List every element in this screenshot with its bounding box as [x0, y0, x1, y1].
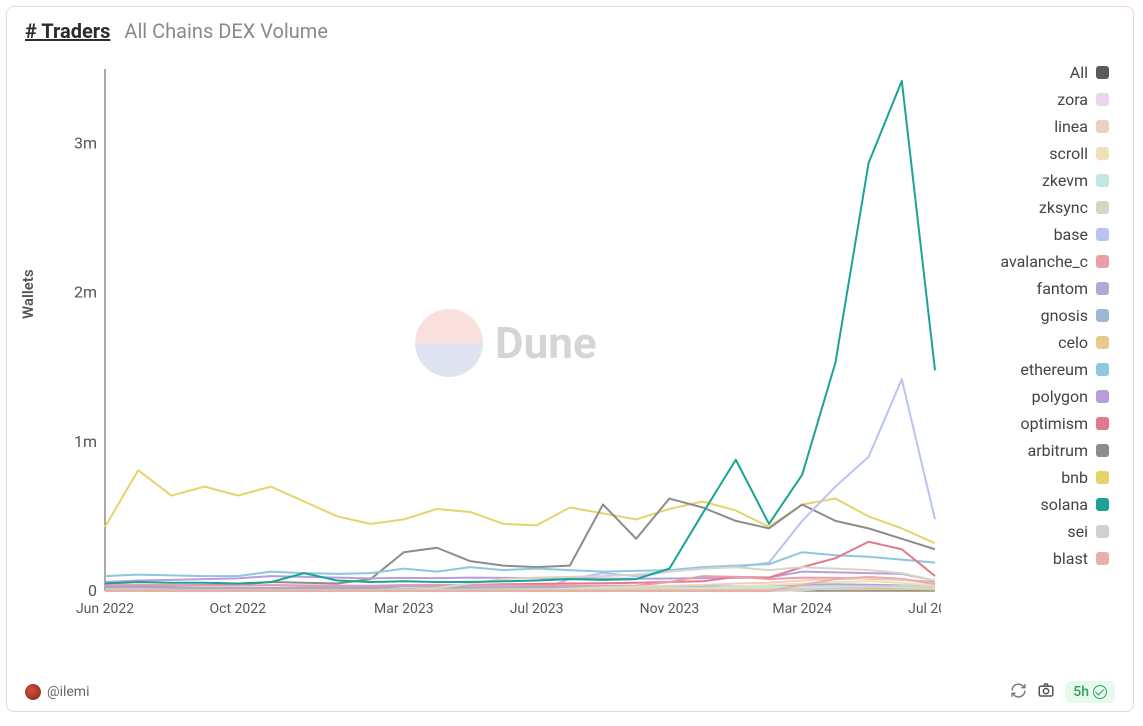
legend-swatch: [1096, 201, 1109, 214]
svg-text:3m: 3m: [74, 134, 97, 153]
legend-label: sei: [1067, 522, 1088, 541]
card-header: # Traders All Chains DEX Volume: [7, 7, 1133, 47]
legend-item[interactable]: arbitrum: [961, 437, 1115, 464]
legend-label: zkevm: [1042, 171, 1088, 190]
legend-label: celo: [1058, 333, 1088, 352]
avatar: [25, 684, 41, 700]
legend-label: avalanche_c: [1000, 252, 1088, 271]
svg-text:2m: 2m: [74, 283, 97, 302]
legend-swatch: [1096, 471, 1109, 484]
refresh-age: 5h: [1073, 684, 1089, 700]
y-axis-label: Wallets: [19, 269, 37, 319]
legend-swatch: [1096, 552, 1109, 565]
legend-swatch: [1096, 93, 1109, 106]
legend-label: linea: [1054, 117, 1088, 136]
refresh-icon[interactable]: [1010, 682, 1027, 703]
chart-subtitle: All Chains DEX Volume: [124, 19, 328, 43]
legend-label: bnb: [1061, 468, 1088, 487]
footer-actions: 5h: [1010, 681, 1115, 703]
series-bnb[interactable]: [105, 470, 935, 543]
legend-label: base: [1054, 225, 1088, 244]
legend-item[interactable]: avalanche_c: [961, 248, 1115, 275]
plot-area: Wallets Dune 01m2m3mJun 2022Oct 2022Mar …: [25, 59, 961, 659]
legend-panel: All zora linea scroll zkevm zksync base avalanc…: [961, 59, 1117, 659]
svg-text:1m: 1m: [74, 432, 97, 451]
chart-wrap: Wallets Dune 01m2m3mJun 2022Oct 2022Mar …: [25, 59, 1117, 659]
author-handle: @ilemi: [47, 684, 90, 700]
legend-item[interactable]: optimism: [961, 410, 1115, 437]
legend-label: optimism: [1021, 414, 1088, 433]
legend-swatch: [1096, 66, 1109, 79]
legend-label: fantom: [1037, 279, 1088, 298]
legend-item[interactable]: ethereum: [961, 356, 1115, 383]
legend-item[interactable]: celo: [961, 329, 1115, 356]
svg-text:Jul 2024: Jul 2024: [908, 601, 941, 617]
legend-label: scroll: [1049, 144, 1088, 163]
legend-swatch: [1096, 444, 1109, 457]
legend-label: blast: [1053, 549, 1088, 568]
legend-item[interactable]: polygon: [961, 383, 1115, 410]
legend-item[interactable]: zora: [961, 86, 1115, 113]
legend-label: All: [1070, 63, 1088, 82]
refresh-status-pill[interactable]: 5h: [1065, 681, 1115, 703]
legend-label: ethereum: [1020, 360, 1088, 379]
legend-swatch: [1096, 174, 1109, 187]
legend-swatch: [1096, 147, 1109, 160]
legend-swatch: [1096, 498, 1109, 511]
legend-label: arbitrum: [1027, 441, 1088, 460]
legend-item[interactable]: blast: [961, 545, 1115, 572]
legend-item[interactable]: zksync: [961, 194, 1115, 221]
svg-text:Jun 2022: Jun 2022: [76, 601, 134, 617]
legend-item[interactable]: base: [961, 221, 1115, 248]
chart-title-link[interactable]: # Traders: [25, 19, 110, 43]
legend-item[interactable]: fantom: [961, 275, 1115, 302]
legend-swatch: [1096, 363, 1109, 376]
legend-item[interactable]: linea: [961, 113, 1115, 140]
chart-card: # Traders All Chains DEX Volume Wallets …: [6, 6, 1134, 712]
svg-text:Mar 2024: Mar 2024: [772, 601, 832, 617]
legend-swatch: [1096, 417, 1109, 430]
camera-icon[interactable]: [1037, 681, 1055, 703]
author-link[interactable]: @ilemi: [25, 684, 90, 700]
legend-swatch: [1096, 228, 1109, 241]
legend-item[interactable]: scroll: [961, 140, 1115, 167]
legend-swatch: [1096, 309, 1109, 322]
svg-text:Oct 2022: Oct 2022: [210, 601, 267, 617]
legend-swatch: [1096, 525, 1109, 538]
legend-label: solana: [1040, 495, 1088, 514]
legend-label: polygon: [1032, 387, 1088, 406]
legend-item[interactable]: zkevm: [961, 167, 1115, 194]
legend-swatch: [1096, 390, 1109, 403]
legend-label: gnosis: [1041, 306, 1088, 325]
legend-swatch: [1096, 120, 1109, 133]
legend-item[interactable]: sei: [961, 518, 1115, 545]
legend-item[interactable]: solana: [961, 491, 1115, 518]
legend-label: zksync: [1039, 198, 1088, 217]
series-base[interactable]: [105, 379, 935, 591]
legend-item[interactable]: bnb: [961, 464, 1115, 491]
legend-swatch: [1096, 336, 1109, 349]
legend-swatch: [1096, 282, 1109, 295]
check-icon: [1093, 685, 1107, 699]
legend-label: zora: [1057, 90, 1088, 109]
line-chart-svg[interactable]: 0 1m 2m 3m Jun 2022 Oct 2022 Mar 2023 Jul 2023 N…: [61, 59, 941, 619]
card-footer: @ilemi 5h: [25, 681, 1115, 703]
legend-scroll[interactable]: All zora linea scroll zkevm zksync base avalanc…: [961, 59, 1117, 649]
svg-text:Jul 2023: Jul 2023: [510, 601, 564, 617]
svg-text:Mar 2023: Mar 2023: [374, 601, 434, 617]
svg-text:Nov 2023: Nov 2023: [640, 601, 700, 617]
legend-swatch: [1096, 255, 1109, 268]
legend-item[interactable]: gnosis: [961, 302, 1115, 329]
legend-item[interactable]: All: [961, 59, 1115, 86]
svg-text:0: 0: [88, 581, 97, 600]
